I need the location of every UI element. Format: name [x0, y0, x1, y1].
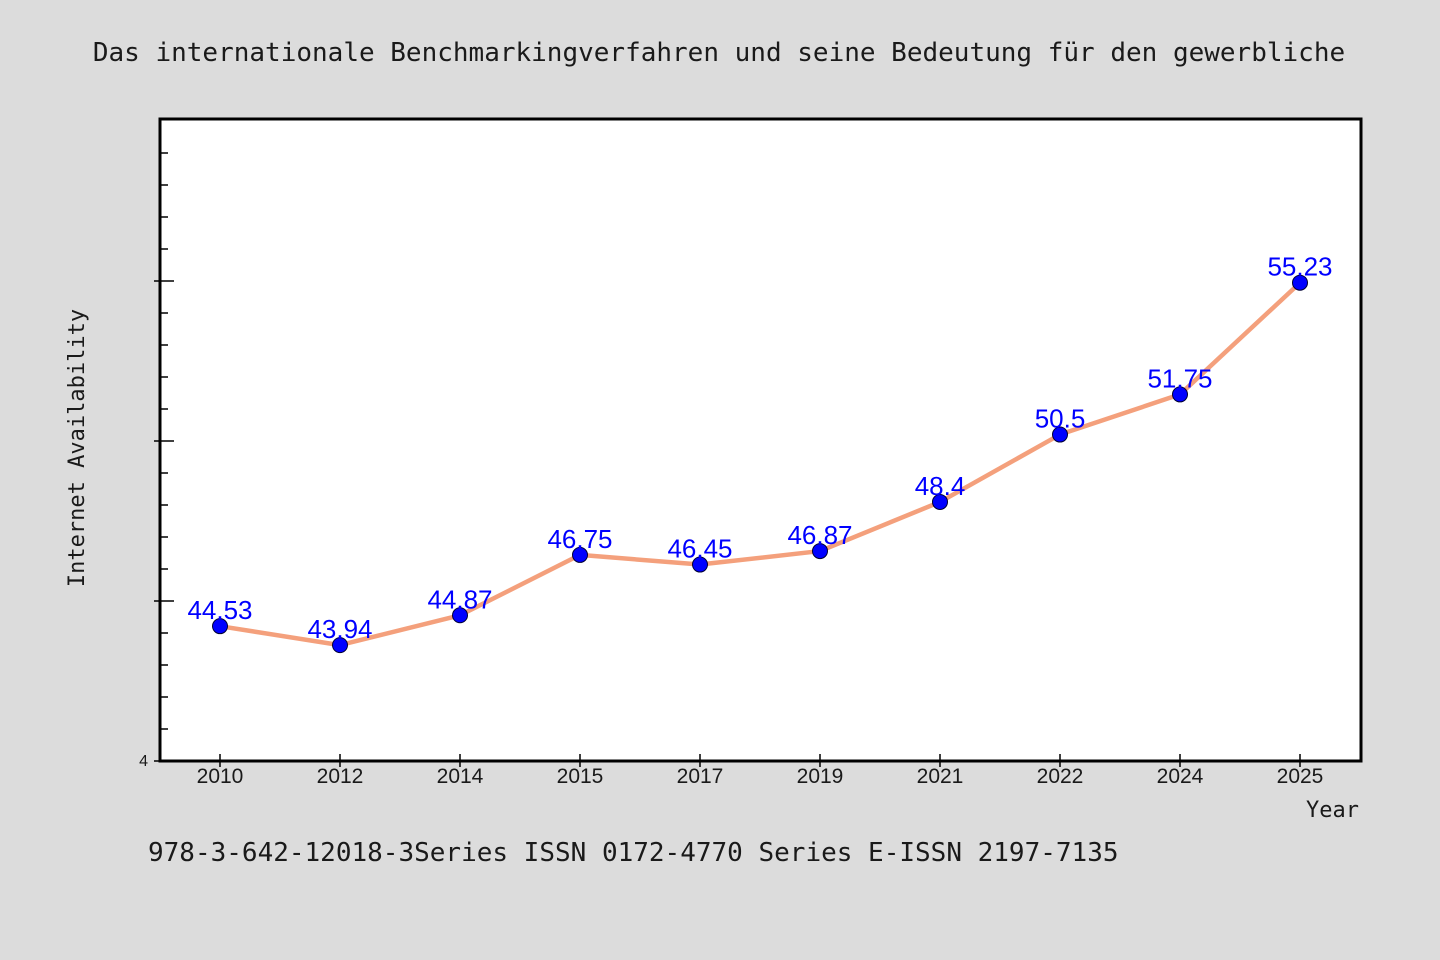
data-point: [332, 637, 348, 654]
data-label: 44.53: [187, 595, 252, 625]
x-tick-label: 2025: [1277, 765, 1324, 788]
data-point: [1052, 426, 1068, 443]
series-0: 44.53 43.94 44.87 46.75 46.45 46.87 48.4 50.5 51…: [187, 252, 1333, 654]
data-label: 46.45: [667, 534, 732, 564]
series-line: [217, 280, 1303, 648]
data-point: [932, 493, 948, 510]
x-tick-label: 2017: [677, 765, 724, 788]
data-label: 51.75: [1147, 363, 1212, 393]
x-axis-label: Year: [1306, 798, 1359, 823]
data-label: 48.4: [915, 471, 966, 501]
data-point: [452, 607, 468, 624]
data-label: 44.87: [427, 584, 492, 614]
x-tick-label: 2012: [317, 765, 364, 788]
data-label: 46.75: [547, 524, 612, 554]
data-label: 43.94: [307, 614, 372, 644]
y-axis-ticks: [154, 152, 174, 762]
x-tick-label: 2019: [797, 765, 844, 788]
y-axis-label: Internet Availability: [65, 309, 90, 587]
data-point: [1172, 386, 1188, 403]
chart-title: Das internationale Benchmarkingverfahren…: [93, 38, 1345, 68]
x-tick-label: 2015: [557, 765, 604, 788]
data-label: 46.87: [787, 520, 852, 550]
data-point: [572, 546, 588, 563]
x-tick-label: 2022: [1037, 765, 1084, 788]
x-tick-label: 2021: [917, 765, 964, 788]
footer-text: 978-3-642-12018-3Series ISSN 0172-4770 S…: [148, 838, 1119, 868]
y-tick-label: 4: [139, 753, 148, 770]
data-point: [1292, 274, 1308, 291]
x-axis-ticks: 2010 2012 2014 2015 2017 2019 2021 2022 2024 2025: [197, 754, 1324, 788]
x-tick-label: 2010: [197, 765, 244, 788]
data-point: [692, 556, 708, 573]
x-tick-label: 2014: [437, 765, 484, 788]
data-label: 50.5: [1035, 404, 1086, 434]
data-point: [812, 543, 828, 560]
data-point: [212, 618, 228, 635]
x-tick-label: 2024: [1157, 765, 1204, 788]
data-label: 55.23: [1267, 252, 1332, 282]
plot-area: [158, 117, 1363, 763]
